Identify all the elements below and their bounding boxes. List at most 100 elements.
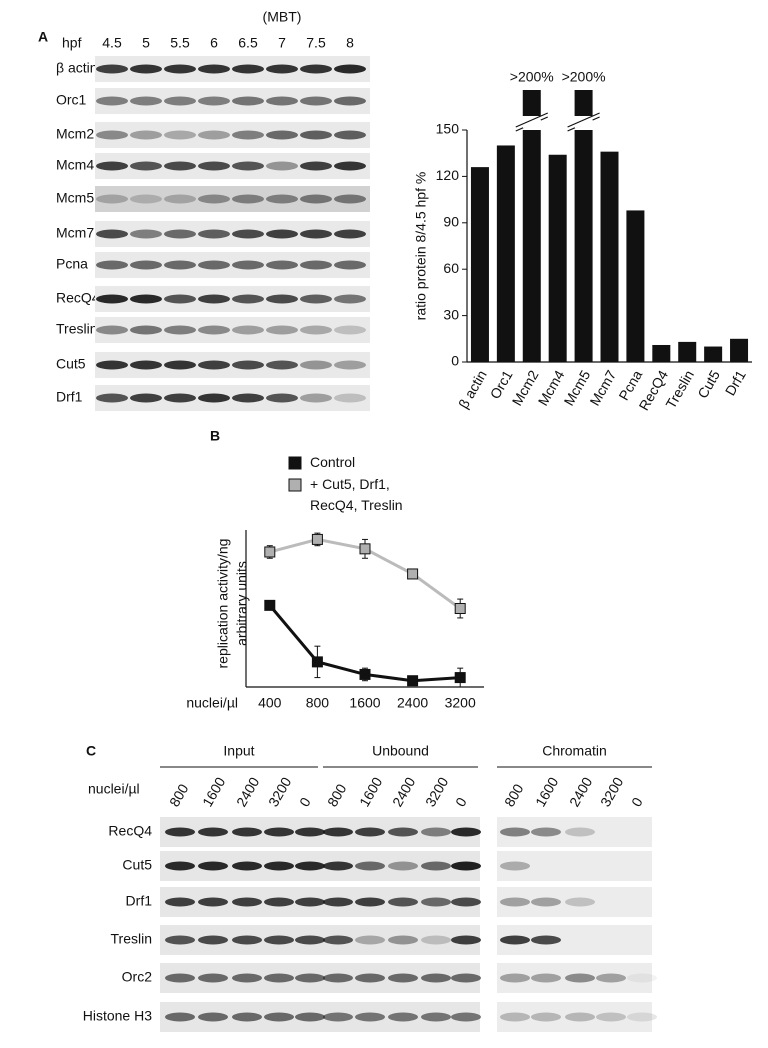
blot-row-label: Mcm2 xyxy=(56,126,94,142)
blot-band xyxy=(627,1012,657,1022)
legend-marker xyxy=(288,478,302,492)
lane-label: 800 xyxy=(324,781,350,809)
blot-band xyxy=(300,96,332,106)
blot-band xyxy=(165,935,195,945)
blot-band xyxy=(500,973,530,983)
blot-band xyxy=(130,229,162,239)
group-label: Unbound xyxy=(372,743,429,759)
blot-band xyxy=(232,260,264,270)
blot-band xyxy=(355,897,385,907)
y-tick-label: 90 xyxy=(443,214,459,230)
lane-label: 800 xyxy=(166,781,192,809)
blot-band xyxy=(130,130,162,140)
legend-entry: + Cut5, Drf1, RecQ4, Treslin xyxy=(310,476,403,513)
blot-band xyxy=(165,861,195,871)
marker xyxy=(359,668,371,680)
blot-band xyxy=(300,294,332,304)
blot-band xyxy=(232,827,262,837)
blot-band xyxy=(264,861,294,871)
lane-label: 0 xyxy=(452,794,470,809)
lane-label: 6.5 xyxy=(238,35,258,51)
blot-band xyxy=(421,861,451,871)
blot-strip xyxy=(497,1002,652,1032)
blot-row-label: Mcm4 xyxy=(56,157,94,173)
blot-band xyxy=(96,64,128,74)
blot-band xyxy=(130,64,162,74)
blot-band xyxy=(266,294,298,304)
blot-band xyxy=(500,861,530,871)
marker xyxy=(359,543,371,555)
blot-band xyxy=(565,827,595,837)
blot-band xyxy=(451,861,481,871)
blot-band xyxy=(421,973,451,983)
blot-band xyxy=(388,861,418,871)
marker xyxy=(407,675,419,687)
blot-band xyxy=(164,130,196,140)
blot-band xyxy=(421,1012,451,1022)
hpf-header: hpf xyxy=(62,35,82,51)
blot-band xyxy=(198,973,228,983)
blot-band xyxy=(300,64,332,74)
blot-band xyxy=(355,1012,385,1022)
blot-band xyxy=(266,229,298,239)
blot-band xyxy=(295,861,325,871)
blot-band xyxy=(130,294,162,304)
blot-band xyxy=(627,862,657,871)
blot-band xyxy=(232,935,262,945)
blot-band xyxy=(266,194,298,204)
blot-band xyxy=(531,862,561,871)
blot-band xyxy=(334,360,366,370)
blot-band xyxy=(232,1012,262,1022)
panel-label: A xyxy=(38,29,48,45)
blot-band xyxy=(323,861,353,871)
blot-band xyxy=(596,862,626,871)
blot-band xyxy=(300,229,332,239)
blot-band xyxy=(96,161,128,171)
x-tick-label: Drf1 xyxy=(722,367,749,398)
blot-band xyxy=(232,325,264,335)
y-tick-label: 60 xyxy=(443,260,459,276)
blot-band xyxy=(295,897,325,907)
blot-band xyxy=(130,360,162,370)
legend-marker xyxy=(288,456,302,470)
x-axis-label: nuclei/µl xyxy=(186,695,238,711)
blot-band xyxy=(295,1012,325,1022)
blot-band xyxy=(198,294,230,304)
blot-band xyxy=(266,64,298,74)
blot-band xyxy=(565,973,595,983)
bar xyxy=(574,130,593,362)
x-tick-label: 800 xyxy=(306,695,330,711)
blot-band xyxy=(300,360,332,370)
blot-band xyxy=(266,325,298,335)
blot-band xyxy=(355,861,385,871)
axis-break xyxy=(515,112,549,128)
blot-band xyxy=(264,1012,294,1022)
lane-label: 7.5 xyxy=(306,35,326,51)
lane-label: 1600 xyxy=(356,774,386,809)
blot-band xyxy=(355,935,385,945)
bar xyxy=(652,344,671,362)
blot-band xyxy=(627,828,657,837)
lane-label: 800 xyxy=(501,781,527,809)
blot-row-label: Mcm7 xyxy=(56,225,94,241)
marker xyxy=(311,656,323,668)
lane-label: 7 xyxy=(278,35,286,51)
blot-band xyxy=(198,96,230,106)
blot-band xyxy=(164,294,196,304)
blot-band xyxy=(451,897,481,907)
blot-band xyxy=(198,130,230,140)
x-tick-label: β actin xyxy=(455,367,490,411)
blot-band xyxy=(596,936,626,945)
blot-band xyxy=(198,1012,228,1022)
blot-band xyxy=(130,161,162,171)
blot-band xyxy=(451,1012,481,1022)
blot-band xyxy=(565,1012,595,1022)
group-label: Input xyxy=(223,743,254,759)
lane-label: 4.5 xyxy=(102,35,122,51)
bar xyxy=(470,167,489,362)
blot-band xyxy=(334,294,366,304)
blot-band xyxy=(96,260,128,270)
blot-band xyxy=(388,1012,418,1022)
x-tick-label: 2400 xyxy=(397,695,428,711)
